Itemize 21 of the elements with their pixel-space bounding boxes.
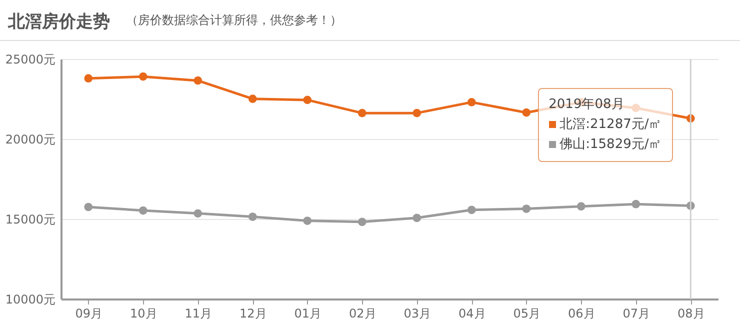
y-tick-label: 15000元 [5,212,56,226]
y-tick-label: 20000元 [5,132,56,146]
x-tick-label: 09月 [75,306,103,320]
x-tick-label: 10月 [130,306,158,320]
x-tick-label: 03月 [404,306,432,320]
x-tick-label: 04月 [458,306,486,320]
x-tick-label: 01月 [294,306,322,320]
y-tick-label: 25000元 [5,52,56,66]
annotation: 北滘:21287元/㎡ [560,117,662,132]
annotation: 佛山:15829元/㎡ [560,137,662,152]
x-tick-label: 07月 [622,306,650,320]
chart-subtitle: （房价数据综合计算所得，供您参考！） [126,12,342,28]
x-tick-label: 06月 [568,306,596,320]
y-tick-label: 10000元 [5,292,56,306]
x-tick-label: 12月 [239,306,267,320]
annotation: 2019年08月 [548,96,626,114]
x-tick-label: 02月 [348,306,376,320]
chart-title: 北滘房价走势 [8,2,116,44]
x-tick-label: 05月 [513,306,541,320]
x-tick-label: 08月 [677,306,705,320]
x-tick-label: 11月 [184,306,212,320]
